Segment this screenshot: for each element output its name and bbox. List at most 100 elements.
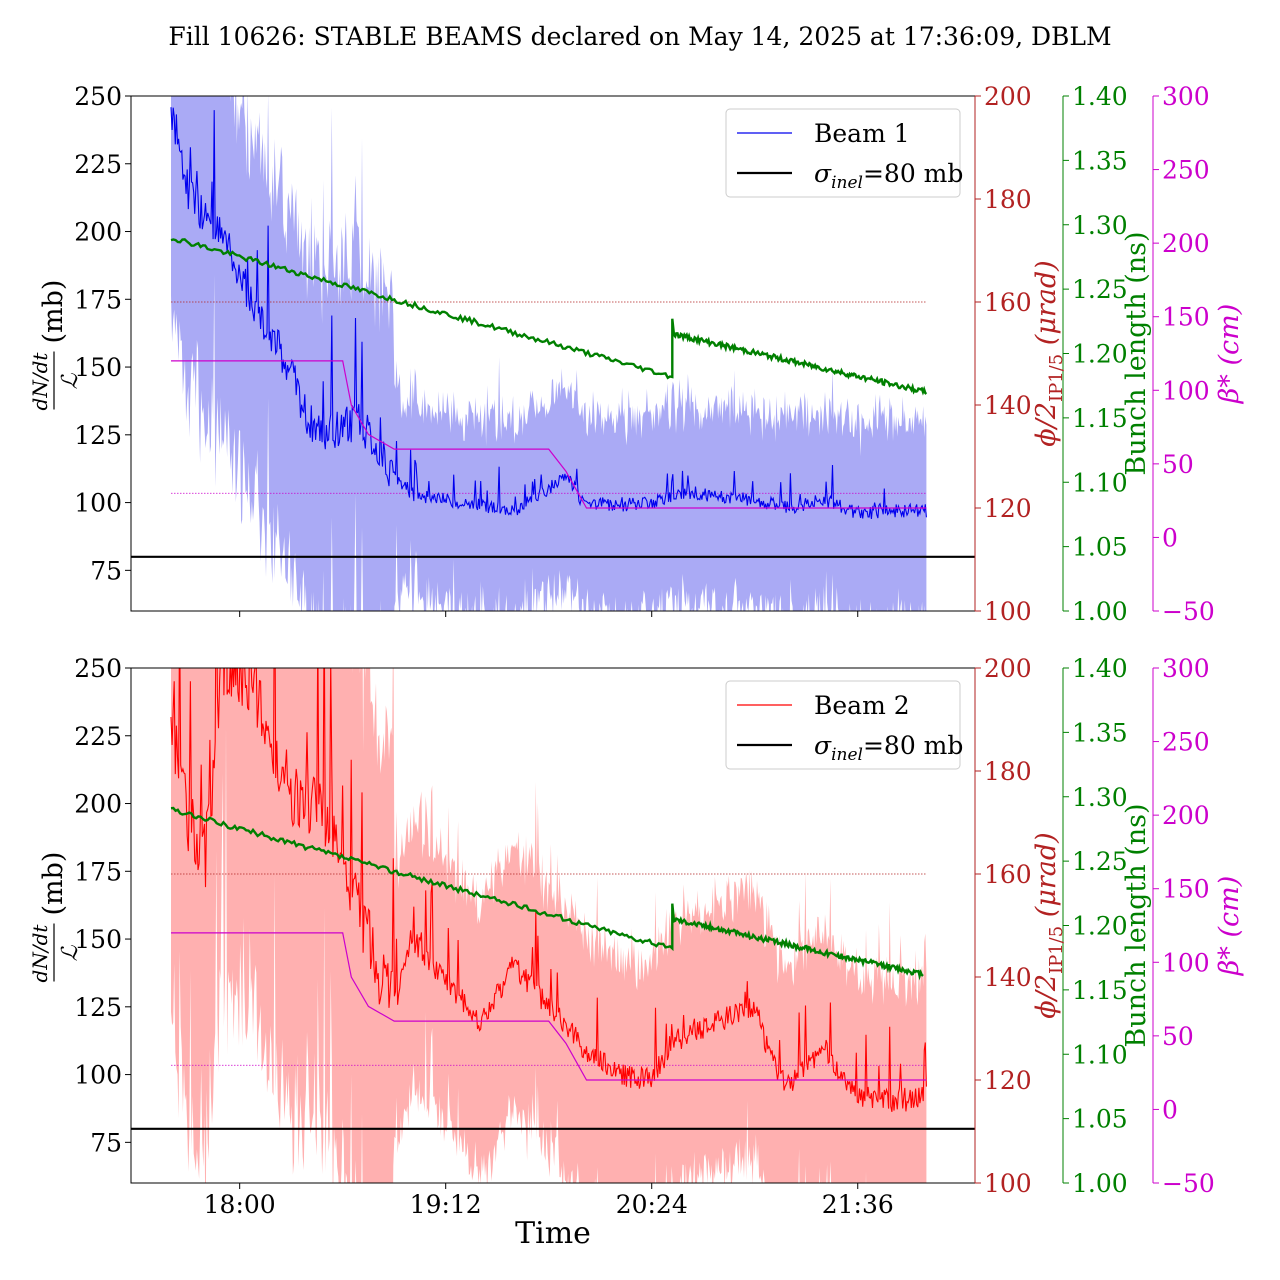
legend-sigma-subscript: inel: [831, 745, 863, 765]
legend-sigma-value: =80 mb: [863, 159, 963, 188]
panel-top: 75 100 125 150 175 200 225 250 100 120 140 160 180 20…: [28, 82, 1245, 626]
beta-axis-label: β* (cm): [1214, 876, 1245, 976]
legend: Beam 2 σinel=80 mb: [725, 680, 963, 770]
x-axis-tick-label: 18:00: [204, 1190, 276, 1219]
plot-area: [131, 96, 975, 611]
x-axis-label: Time: [515, 1216, 591, 1251]
beam2-line: [170, 668, 927, 1113]
left-axis-label-numerator: dN/dt: [28, 924, 52, 983]
left-axis-label-denominator: ℒ: [58, 944, 83, 961]
bunch-axis-tick-label: 1.10: [1072, 1040, 1128, 1069]
bunch-axis-tick-label: 1.20: [1072, 912, 1128, 941]
beta-star-line: [171, 932, 927, 1081]
left-axis-tick-label: 250: [74, 654, 122, 683]
beta-star-line: [171, 360, 927, 509]
left-axis-tick-label: 150: [74, 353, 122, 382]
plot-area: [131, 668, 975, 1183]
crossing-label-unit: (μrad): [1031, 260, 1062, 354]
crossing-axis-tick-label: 140: [984, 963, 1032, 992]
crossing-label-symbol: ϕ/2: [1031, 974, 1062, 1019]
bunch-axis-tick-label: 1.05: [1072, 533, 1128, 562]
left-axis-tick-label: 125: [74, 421, 122, 450]
beta-axis-tick-label: 250: [1162, 156, 1210, 185]
x-axis-tick-label: 20:24: [616, 1190, 688, 1219]
crossing-axis-label: ϕ/2IP1/5 (μrad): [1031, 832, 1067, 1018]
beam2-uncertainty-band: [171, 668, 927, 1183]
beta-axis-tick-label: 100: [1162, 376, 1210, 405]
bunch-axis-tick-label: 1.00: [1072, 597, 1128, 626]
left-axis-tick-label: 150: [74, 925, 122, 954]
left-axis-tick-label: 200: [74, 218, 122, 247]
beam1-uncertainty-band: [171, 96, 927, 611]
beta-axis-tick-label: 200: [1162, 801, 1210, 830]
beam1-line: [170, 107, 927, 519]
left-axis-tick-label: 225: [74, 150, 122, 179]
left-axis-tick-label: 250: [74, 82, 122, 111]
beta-axis-tick-label: 300: [1162, 654, 1210, 683]
left-axis-label-numerator: dN/dt: [28, 352, 52, 411]
beta-axis-tick-label: 50: [1162, 1022, 1194, 1051]
crossing-label-subscript: IP1/5: [1046, 354, 1067, 402]
crossing-axis-tick-label: 200: [984, 654, 1032, 683]
bunch-axis-tick-label: 1.20: [1072, 340, 1128, 369]
legend-box: [725, 108, 961, 198]
bunch-axis-label: Bunch length (ns): [1121, 231, 1152, 475]
legend-beam-label: Beam 2: [814, 691, 910, 720]
left-axis-tick-label: 200: [74, 790, 122, 819]
crossing-axis-tick-label: 180: [984, 757, 1032, 786]
legend-sigma-symbol: σ: [814, 159, 832, 188]
bunch-axis-tick-label: 1.10: [1072, 468, 1128, 497]
bunch-axis-tick-label: 1.30: [1072, 211, 1128, 240]
crossing-axis-tick-label: 200: [984, 82, 1032, 111]
crossing-axis-tick-label: 180: [984, 185, 1032, 214]
beta-axis-tick-label: 150: [1162, 303, 1210, 332]
bunch-axis-tick-label: 1.30: [1072, 783, 1128, 812]
bunch-axis-tick-label: 1.35: [1072, 146, 1128, 175]
left-axis-tick-label: 225: [74, 722, 122, 751]
beta-axis-tick-label: 50: [1162, 450, 1194, 479]
beta-axis-tick-label: 300: [1162, 82, 1210, 111]
left-axis-tick-label: 75: [90, 556, 122, 585]
beta-axis-tick-label: 0: [1162, 523, 1178, 552]
bunch-length-line: [170, 806, 924, 981]
bunch-axis-tick-label: 1.40: [1072, 654, 1128, 683]
left-axis-tick-label: 125: [74, 993, 122, 1022]
left-axis-tick-label: 100: [74, 1061, 122, 1090]
beta-axis-tick-label: 100: [1162, 948, 1210, 977]
crossing-axis-tick-label: 100: [984, 1169, 1032, 1198]
legend-sigma-subscript: inel: [831, 173, 863, 193]
figure-title: Fill 10626: STABLE BEAMS declared on May…: [168, 22, 1111, 51]
left-axis-label-unit: (mb): [38, 852, 69, 916]
crossing-axis-tick-label: 140: [984, 391, 1032, 420]
left-axis-tick-label: 75: [90, 1128, 122, 1157]
crossing-axis-label: ϕ/2IP1/5 (μrad): [1031, 260, 1067, 446]
legend-box: [725, 680, 961, 770]
legend-sigma-label: σinel=80 mb: [814, 731, 963, 765]
crossing-axis-tick-label: 100: [984, 597, 1032, 626]
legend: Beam 1 σinel=80 mb: [725, 108, 963, 198]
panel-bottom: 75 100 125 150 175 200 225 250 100 120 140 160 180 20…: [28, 654, 1245, 1219]
bunch-axis-tick-label: 1.25: [1072, 275, 1128, 304]
left-axis-tick-label: 175: [74, 857, 122, 886]
left-axis-label-unit: (mb): [38, 280, 69, 344]
left-axis-label: dN/dt ℒ (mb): [28, 852, 83, 983]
legend-beam-label: Beam 1: [814, 119, 910, 148]
bunch-axis-tick-label: 1.15: [1072, 976, 1128, 1005]
bunch-length-line: [170, 238, 928, 396]
x-axis-tick-label: 21:36: [822, 1190, 894, 1219]
crossing-label-symbol: ϕ/2: [1031, 402, 1062, 447]
crossing-axis-tick-label: 160: [984, 860, 1032, 889]
beta-axis-tick-label: 250: [1162, 728, 1210, 757]
legend-sigma-label: σinel=80 mb: [814, 159, 963, 193]
beta-axis-tick-label: 200: [1162, 229, 1210, 258]
crossing-label-unit: (μrad): [1031, 832, 1062, 926]
crossing-axis-tick-label: 160: [984, 288, 1032, 317]
left-axis-tick-label: 100: [74, 489, 122, 518]
left-axis-label-denominator: ℒ: [58, 372, 83, 389]
left-axis-tick-label: 175: [74, 285, 122, 314]
crossing-axis-tick-label: 120: [984, 494, 1032, 523]
beta-axis-tick-label: −50: [1162, 597, 1215, 626]
beta-axis-label: β* (cm): [1214, 304, 1245, 404]
crossing-label-subscript: IP1/5: [1046, 926, 1067, 974]
